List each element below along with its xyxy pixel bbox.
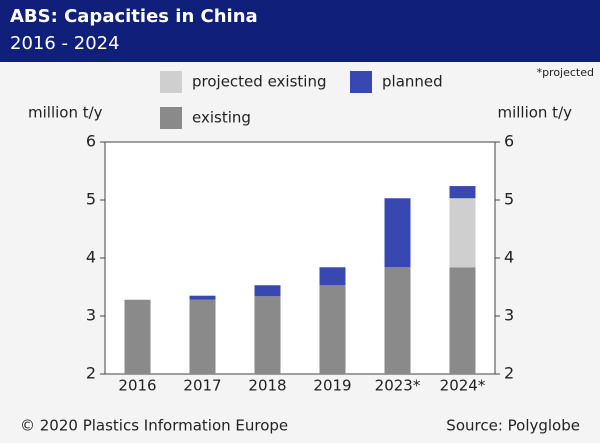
note: *projected: [537, 66, 594, 79]
plot-area: [104, 141, 496, 375]
chart-subtitle: 2016 - 2024: [10, 33, 120, 54]
y2-axis-label: million t/y: [497, 104, 572, 122]
y2-tick-label: 5: [504, 190, 514, 209]
bar-segment: [449, 267, 476, 374]
bar-segment: [384, 267, 411, 374]
bar-segment: [319, 267, 346, 286]
y-tick-label: 4: [86, 248, 96, 267]
y2-tick-label: 3: [504, 306, 514, 325]
y-tick-label: 3: [86, 306, 96, 325]
source: Source: Polyglobe: [446, 417, 580, 435]
chart-title: ABS: Capacities in China: [10, 6, 258, 27]
x-tick-label: 2017: [183, 377, 221, 395]
legend-swatch: [350, 71, 372, 93]
y-tick-label: 6: [86, 132, 96, 151]
legend-label: planned: [382, 73, 443, 91]
y2-tick-label: 4: [504, 248, 514, 267]
legend-label: existing: [192, 109, 251, 127]
bar-segment: [189, 295, 216, 300]
bar-segment: [254, 285, 281, 297]
bar-segment: [449, 198, 476, 268]
bar-segment: [124, 299, 151, 374]
bar-segment: [449, 186, 476, 199]
y-axis-label: million t/y: [28, 104, 103, 122]
x-tick-label: 2018: [248, 377, 286, 395]
bar-segment: [254, 296, 281, 374]
y-tick-label: 2: [86, 364, 96, 383]
header: [0, 0, 600, 62]
x-tick-label: 2024*: [440, 377, 486, 395]
bar-segment: [319, 285, 346, 374]
y2-tick-label: 2: [504, 364, 514, 383]
legend-label: projected existing: [192, 73, 326, 91]
bar-segment: [189, 299, 216, 374]
legend-swatch: [160, 107, 182, 129]
legend-swatch: [160, 71, 182, 93]
x-tick-label: 2019: [313, 377, 351, 395]
copyright: © 2020 Plastics Information Europe: [20, 417, 288, 435]
y-tick-label: 5: [86, 190, 96, 209]
x-tick-label: 2016: [118, 377, 156, 395]
y2-tick-label: 6: [504, 132, 514, 151]
x-tick-label: 2023*: [375, 377, 421, 395]
bar-segment: [384, 198, 411, 268]
